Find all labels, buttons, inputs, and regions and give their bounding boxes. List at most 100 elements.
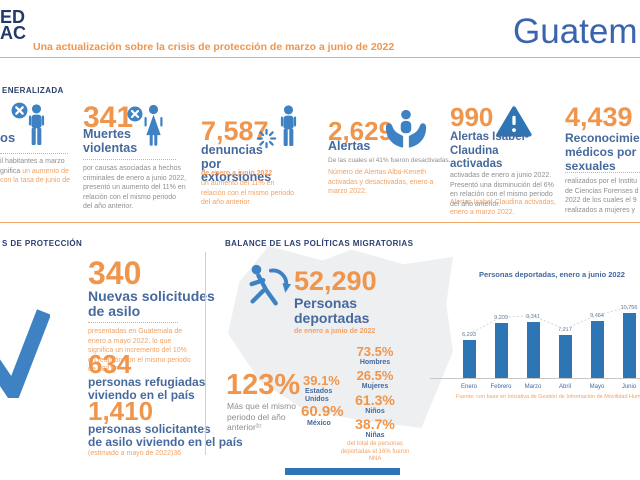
- extortion-period: de enero a junio 2022: [201, 170, 273, 177]
- chart-bar-abril: 7,217 Abril: [552, 300, 578, 390]
- report-subtitle: Una actualización sobre la crisis de pro…: [33, 41, 395, 53]
- bar: [526, 322, 540, 378]
- forensic-label: Reconocimient médicos por de sexuales: [565, 131, 640, 173]
- bar-month-label: Marzo: [524, 384, 542, 390]
- chart-title: Personas deportadas, enero a junio 2022: [479, 270, 625, 279]
- bar-value-label: 9,341: [526, 314, 540, 320]
- asylum-seekers-value: 1,410: [88, 396, 154, 426]
- women-value: 26.5%: [356, 368, 394, 383]
- section-title-violence: ENERALIZADA: [2, 86, 64, 95]
- chart-bar-enero: 6,293 Enero: [456, 300, 482, 390]
- warning-triangle-icon: [496, 106, 532, 137]
- extortion-label: denuncias por extorsiones: [201, 143, 272, 184]
- forensic-description: realizados por el Institu de Ciencias Fo…: [565, 178, 639, 214]
- asylum-new-label: Nuevas solicitudes de asilo: [88, 288, 215, 319]
- extortion-value: 7,587: [201, 116, 269, 146]
- dotted-divider: [565, 172, 640, 173]
- asylum-new-description: presentadas en Guatemala de enero a mayo…: [88, 328, 191, 373]
- redlac-logo: ED AC: [0, 7, 26, 43]
- girls-value: 38.7%: [355, 416, 395, 432]
- homicides-desc-line2: gnifica un aumento de: [0, 167, 69, 175]
- from-mx-value: 60.9%: [301, 403, 344, 420]
- from-us-value: 39.1%: [303, 373, 340, 388]
- violent-deaths-description: por causas asociadas a hechos criminales…: [83, 165, 187, 210]
- homicides-description: il habitantes a marzo gnifica un aumento…: [0, 157, 72, 186]
- chart-source: Fuente: con base en Iniciativa de Gestió…: [456, 394, 640, 400]
- checkmark-icon: [0, 306, 50, 398]
- hands-child-icon: [383, 106, 429, 151]
- bar-value-label: 10,756: [620, 305, 638, 311]
- boys-label: Niños: [365, 408, 385, 415]
- extortion-description: un aumento del 11% en relación con el mi…: [201, 180, 294, 206]
- isabel-claudina-label: Alertas Isabel-Claudina activadas: [450, 131, 529, 170]
- asylum-new-value: 340: [88, 255, 142, 291]
- homicides-label-fragment: os: [0, 130, 16, 145]
- deportations-bar-chart: 6,293 Enero 9,209 Febrero 9,341 Marzo 7,217 Abr…: [452, 300, 640, 390]
- increase-value: 123%: [226, 369, 301, 401]
- dotted-divider: [83, 159, 176, 160]
- deportee-running-icon: [243, 262, 293, 310]
- from-mx-label: México: [307, 420, 331, 427]
- bar-month-label: Enero: [460, 384, 477, 390]
- alba-keneth-desc-gray: De las cuales el 41% fueron desactivadas…: [328, 157, 451, 164]
- chart-bars: 6,293 Enero 9,209 Febrero 9,341 Marzo 7,217 Abr…: [452, 300, 640, 390]
- bar: [462, 340, 476, 378]
- girls-label: Niñas: [365, 432, 385, 439]
- logo-line-1: ED: [0, 7, 26, 27]
- refugees-value: 634: [88, 349, 132, 379]
- person-female-icon: [142, 104, 165, 151]
- country-title: Guatem: [513, 12, 638, 51]
- burst-icon: [256, 128, 277, 149]
- bar: [590, 321, 604, 378]
- forensic-value: 4,439: [565, 102, 633, 132]
- chart-x-axis: [430, 378, 640, 379]
- homicides-desc-line1: il habitantes a marzo: [0, 158, 65, 165]
- boys-value: 61.3%: [355, 392, 395, 408]
- footer-bar: [285, 468, 400, 475]
- increase-description: Más que el mismo periodo del año anterio…: [227, 401, 296, 432]
- violent-deaths-value: 341: [83, 101, 134, 134]
- section-title-protection: S DE PROTECCIÓN: [2, 239, 83, 248]
- chart-bar-marzo: 9,341 Marzo: [520, 300, 546, 390]
- asylum-seekers-label: personas solicitantes de asilo viviendo …: [88, 422, 243, 449]
- dotted-divider: [0, 153, 68, 154]
- person-male-icon: [27, 104, 46, 148]
- homicides-desc-line3: con la tasa de junio de: [0, 177, 71, 184]
- section-divider: [0, 222, 640, 223]
- section-title-migration: BALANCE DE LAS POLÍTICAS MIGRATORIAS: [225, 239, 414, 248]
- from-us-label: Estados Unidos: [305, 388, 333, 403]
- nna-note: del total de personas deportadas el 16% …: [340, 441, 410, 462]
- header-divider: [0, 57, 640, 58]
- column-divider: [205, 252, 206, 455]
- chart-bar-febrero: 9,209 Febrero: [488, 300, 514, 390]
- bar-value-label: 9,209: [494, 315, 508, 321]
- deported-label: Personas deportadas: [294, 295, 370, 326]
- isabel-claudina-desc-orange: Alertas Isabel-Claudina activadas, enero…: [450, 199, 556, 216]
- chart-bar-junio: 10,756 Junio: [616, 300, 640, 390]
- logo-line-2: AC: [0, 23, 26, 43]
- isabel-claudina-value: 990: [450, 102, 494, 132]
- x-circle-icon: [127, 106, 143, 122]
- bar-month-label: Junio: [621, 384, 637, 390]
- bar-month-label: Mayo: [589, 384, 605, 390]
- x-circle-icon: [11, 102, 28, 119]
- bar-value-label: 9,484: [590, 313, 604, 319]
- bar: [494, 323, 508, 378]
- dotted-divider: [88, 322, 178, 323]
- violent-deaths-label: Muertes violentas: [83, 127, 138, 155]
- bar: [622, 313, 636, 378]
- asylum-seekers-note: (estimado a mayo de 2022)36: [88, 450, 181, 457]
- men-label: Hombres: [359, 359, 391, 366]
- men-value: 73.5%: [356, 344, 394, 359]
- deported-value: 52,290: [294, 266, 377, 296]
- alba-keneth-label: Alertas: [328, 139, 371, 153]
- chart-bar-mayo: 9,484 Mayo: [584, 300, 610, 390]
- alba-keneth-desc-orange: Número de Alertas Alba-Keneth activadas …: [328, 169, 434, 195]
- bar-month-label: Abril: [558, 384, 571, 390]
- alba-keneth-value: 2,629: [328, 116, 394, 146]
- bar-value-label: 7,217: [558, 327, 572, 333]
- person-male-icon: [279, 105, 298, 149]
- women-label: Mujeres: [361, 383, 389, 390]
- isabel-claudina-desc-gray: activadas de enero a junio 2022. Present…: [450, 172, 554, 208]
